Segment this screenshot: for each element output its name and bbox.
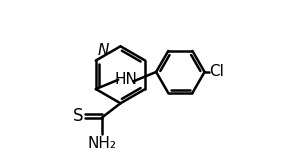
Text: N: N (97, 43, 109, 58)
Text: Cl: Cl (209, 64, 224, 79)
Text: S: S (73, 106, 83, 125)
Text: NH₂: NH₂ (88, 136, 117, 151)
Text: HN: HN (114, 72, 137, 87)
